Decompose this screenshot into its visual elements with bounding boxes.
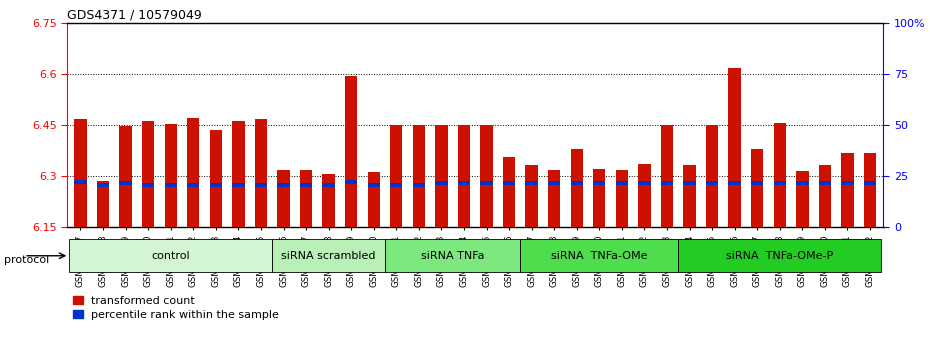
- Bar: [165, 183, 177, 187]
- Bar: [480, 125, 493, 227]
- Bar: [277, 183, 290, 187]
- Bar: [299, 183, 312, 187]
- Bar: [842, 181, 854, 185]
- Text: control: control: [152, 251, 190, 261]
- Bar: [119, 181, 132, 185]
- Bar: [480, 181, 493, 185]
- Bar: [367, 183, 380, 187]
- Bar: [684, 181, 696, 185]
- Bar: [74, 181, 86, 184]
- Bar: [345, 181, 357, 184]
- FancyBboxPatch shape: [69, 239, 272, 273]
- Bar: [97, 183, 109, 187]
- Bar: [548, 181, 561, 185]
- Bar: [209, 130, 222, 227]
- Bar: [435, 125, 447, 227]
- Bar: [119, 126, 132, 227]
- Text: siRNA  TNFa-OMe: siRNA TNFa-OMe: [551, 251, 647, 261]
- Bar: [864, 181, 876, 185]
- Bar: [458, 125, 471, 227]
- Bar: [458, 181, 471, 185]
- Bar: [503, 181, 515, 185]
- Bar: [706, 125, 718, 227]
- Text: protocol: protocol: [4, 255, 49, 265]
- FancyBboxPatch shape: [521, 239, 678, 273]
- Bar: [818, 181, 831, 185]
- Text: siRNA  TNFa-OMe-P: siRNA TNFa-OMe-P: [726, 251, 833, 261]
- FancyBboxPatch shape: [385, 239, 521, 273]
- Bar: [728, 68, 741, 227]
- Bar: [616, 181, 628, 185]
- Bar: [345, 76, 357, 227]
- Bar: [74, 119, 86, 227]
- Bar: [842, 153, 854, 227]
- FancyBboxPatch shape: [678, 239, 882, 273]
- Bar: [818, 166, 831, 227]
- Bar: [548, 170, 561, 227]
- Legend: transformed count, percentile rank within the sample: transformed count, percentile rank withi…: [73, 296, 279, 320]
- Bar: [638, 181, 651, 185]
- Bar: [142, 183, 154, 187]
- FancyBboxPatch shape: [272, 239, 385, 273]
- Bar: [593, 181, 605, 185]
- Bar: [323, 174, 335, 227]
- Bar: [390, 125, 403, 227]
- Bar: [796, 181, 808, 185]
- Bar: [638, 164, 651, 227]
- Bar: [593, 169, 605, 227]
- Bar: [187, 118, 199, 227]
- Bar: [390, 183, 403, 187]
- Bar: [751, 149, 764, 227]
- Bar: [570, 149, 583, 227]
- Bar: [616, 170, 628, 227]
- Bar: [367, 172, 380, 227]
- Bar: [209, 183, 222, 187]
- Bar: [187, 183, 199, 187]
- Bar: [323, 183, 335, 187]
- Bar: [864, 153, 876, 227]
- Bar: [142, 121, 154, 227]
- Bar: [684, 166, 696, 227]
- Text: siRNA TNFa: siRNA TNFa: [421, 251, 485, 261]
- Bar: [503, 157, 515, 227]
- Bar: [232, 121, 245, 227]
- Bar: [570, 181, 583, 185]
- Bar: [255, 119, 267, 227]
- Bar: [435, 181, 447, 185]
- Bar: [299, 170, 312, 227]
- Bar: [413, 125, 425, 227]
- Text: GDS4371 / 10579049: GDS4371 / 10579049: [67, 9, 202, 22]
- Bar: [277, 170, 290, 227]
- Bar: [774, 123, 786, 227]
- Bar: [525, 181, 538, 185]
- Bar: [796, 171, 808, 227]
- Bar: [660, 181, 673, 185]
- Bar: [165, 124, 177, 227]
- Bar: [728, 181, 741, 185]
- Bar: [751, 181, 764, 185]
- Bar: [525, 166, 538, 227]
- Bar: [706, 181, 718, 185]
- Bar: [413, 183, 425, 187]
- Bar: [255, 183, 267, 187]
- Bar: [660, 125, 673, 227]
- Text: siRNA scrambled: siRNA scrambled: [282, 251, 376, 261]
- Bar: [232, 183, 245, 187]
- Bar: [97, 181, 109, 227]
- Bar: [774, 181, 786, 185]
